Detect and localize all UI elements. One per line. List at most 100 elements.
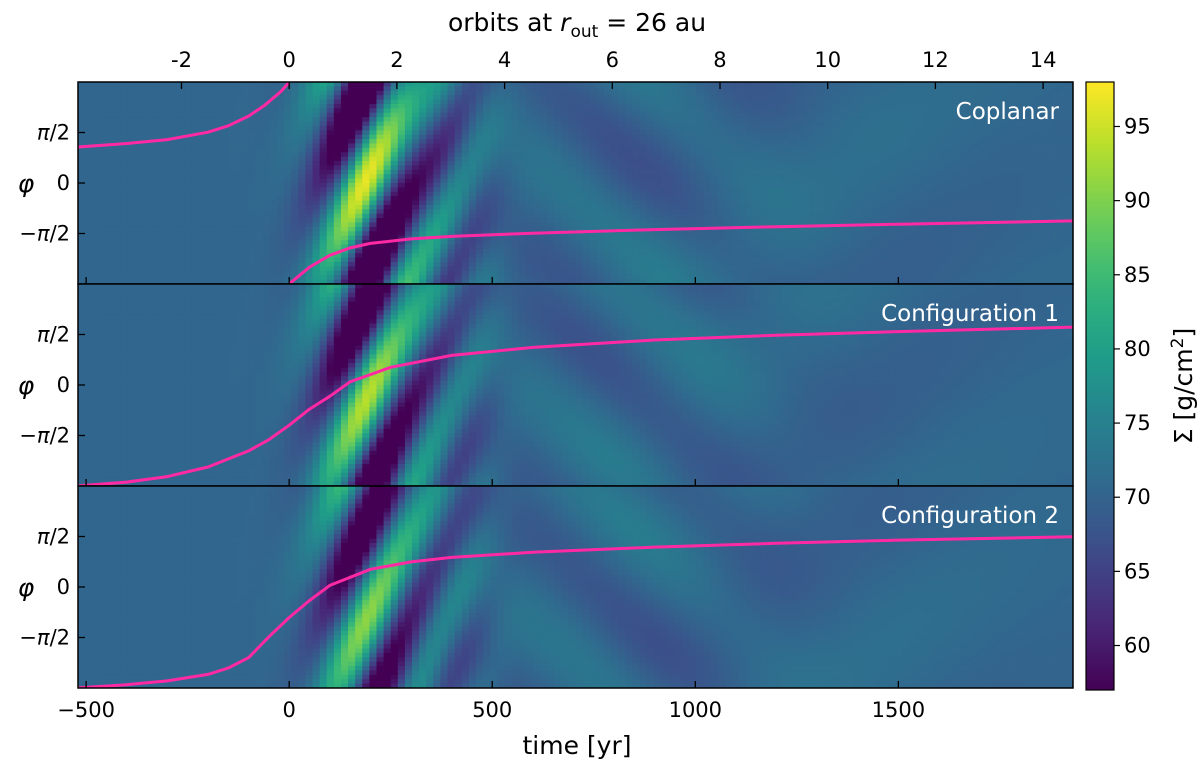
- heatmap-cell: [305, 209, 314, 215]
- heatmap-cell: [191, 147, 200, 153]
- heatmap-cell: [234, 266, 243, 272]
- heatmap-cell: [738, 134, 747, 140]
- heatmap-cell: [191, 125, 200, 131]
- heatmap-cell: [184, 209, 193, 215]
- heatmap-cell: [603, 90, 612, 96]
- heatmap-cell: [355, 279, 363, 284]
- heatmap-cell: [774, 266, 783, 272]
- heatmap-cell: [298, 279, 307, 284]
- heatmap-cell: [724, 266, 733, 272]
- heatmap-cell: [731, 257, 740, 263]
- heatmap-cell: [831, 178, 840, 184]
- heatmap-cell: [817, 143, 825, 149]
- heatmap-cell: [426, 95, 434, 101]
- heatmap-cell: [476, 103, 484, 109]
- heatmap-cell: [838, 240, 847, 246]
- heatmap-cell: [731, 108, 740, 114]
- heatmap-cell: [675, 95, 683, 101]
- heatmap-cell: [653, 275, 662, 281]
- heatmap-cell: [106, 240, 115, 246]
- heatmap-cell: [426, 178, 434, 184]
- heatmap-cell: [134, 222, 143, 228]
- heatmap-cell: [134, 226, 143, 232]
- heatmap-cell: [561, 112, 569, 118]
- heatmap-cell: [703, 125, 712, 131]
- heatmap-cell: [397, 117, 406, 123]
- heatmap-cell: [497, 200, 506, 206]
- heatmap-cell: [810, 248, 818, 254]
- heatmap-cell: [92, 178, 100, 184]
- heatmap-cell: [177, 152, 186, 158]
- heatmap-cell: [547, 169, 555, 175]
- heatmap-cell: [376, 90, 385, 96]
- heatmap-cell: [468, 108, 477, 114]
- heatmap-cell: [213, 169, 221, 175]
- heatmap-cell: [611, 108, 619, 114]
- heatmap-cell: [753, 125, 761, 131]
- heatmap-cell: [184, 156, 193, 162]
- heatmap-cell: [348, 95, 356, 101]
- heatmap-cell: [561, 196, 569, 202]
- heatmap-cell: [781, 103, 790, 109]
- heatmap-cell: [312, 95, 321, 101]
- heatmap-cell: [838, 178, 847, 184]
- heatmap-cell: [497, 209, 506, 215]
- heatmap-cell: [134, 235, 143, 241]
- heatmap-cell: [632, 257, 641, 263]
- heatmap-cell: [532, 125, 541, 131]
- heatmap-cell: [134, 82, 143, 87]
- heatmap-cell: [611, 231, 619, 237]
- heatmap-cell: [667, 240, 676, 246]
- heatmap-cell: [454, 134, 463, 140]
- heatmap-cell: [845, 90, 854, 96]
- heatmap-cell: [788, 90, 797, 96]
- heatmap-cell: [340, 244, 349, 250]
- heatmap-cell: [554, 147, 562, 153]
- heatmap-cell: [127, 279, 136, 284]
- heatmap-cell: [163, 143, 171, 149]
- heatmap-cell: [724, 152, 733, 158]
- heatmap-cell: [795, 270, 804, 276]
- heatmap-cell: [518, 262, 527, 268]
- heatmap-cell: [99, 209, 108, 215]
- heatmap-cell: [497, 191, 506, 197]
- heatmap-cell: [575, 82, 584, 87]
- heatmap-cell: [596, 178, 605, 184]
- heatmap-cell: [284, 279, 292, 284]
- heatmap-cell: [653, 169, 662, 175]
- heatmap-cell: [561, 231, 569, 237]
- heatmap-cell: [333, 187, 342, 193]
- heatmap-cell: [390, 270, 399, 276]
- heatmap-cell: [156, 82, 164, 87]
- heatmap-cell: [355, 117, 363, 123]
- heatmap-cell: [845, 196, 854, 202]
- heatmap-cell: [767, 143, 776, 149]
- heatmap-cell: [383, 253, 392, 259]
- heatmap-cell: [348, 235, 356, 241]
- heatmap-cell: [269, 226, 278, 232]
- heatmap-cell: [141, 174, 150, 180]
- heatmap-cell: [603, 112, 612, 118]
- heatmap-cell: [625, 152, 633, 158]
- heatmap-cell: [696, 262, 705, 268]
- heatmap-cell: [554, 187, 562, 193]
- heatmap-cell: [326, 187, 335, 193]
- heatmap-cell: [511, 95, 520, 101]
- heatmap-cell: [490, 200, 498, 206]
- heatmap-cell: [575, 174, 584, 180]
- heatmap-cell: [547, 209, 555, 215]
- heatmap-cell: [198, 196, 207, 202]
- heatmap-cell: [326, 183, 335, 188]
- heatmap-cell: [461, 130, 470, 136]
- heatmap-cell: [774, 108, 783, 114]
- heatmap-cell: [667, 191, 676, 197]
- heatmap-cell: [738, 187, 747, 193]
- heatmap-cell: [348, 161, 356, 167]
- heatmap-cell: [198, 257, 207, 263]
- heatmap-cell: [660, 183, 669, 188]
- heatmap-cell: [120, 235, 129, 241]
- heatmap-cell: [333, 156, 342, 162]
- heatmap-cell: [348, 165, 356, 171]
- heatmap-cell: [724, 125, 733, 131]
- heatmap-cell: [191, 108, 200, 114]
